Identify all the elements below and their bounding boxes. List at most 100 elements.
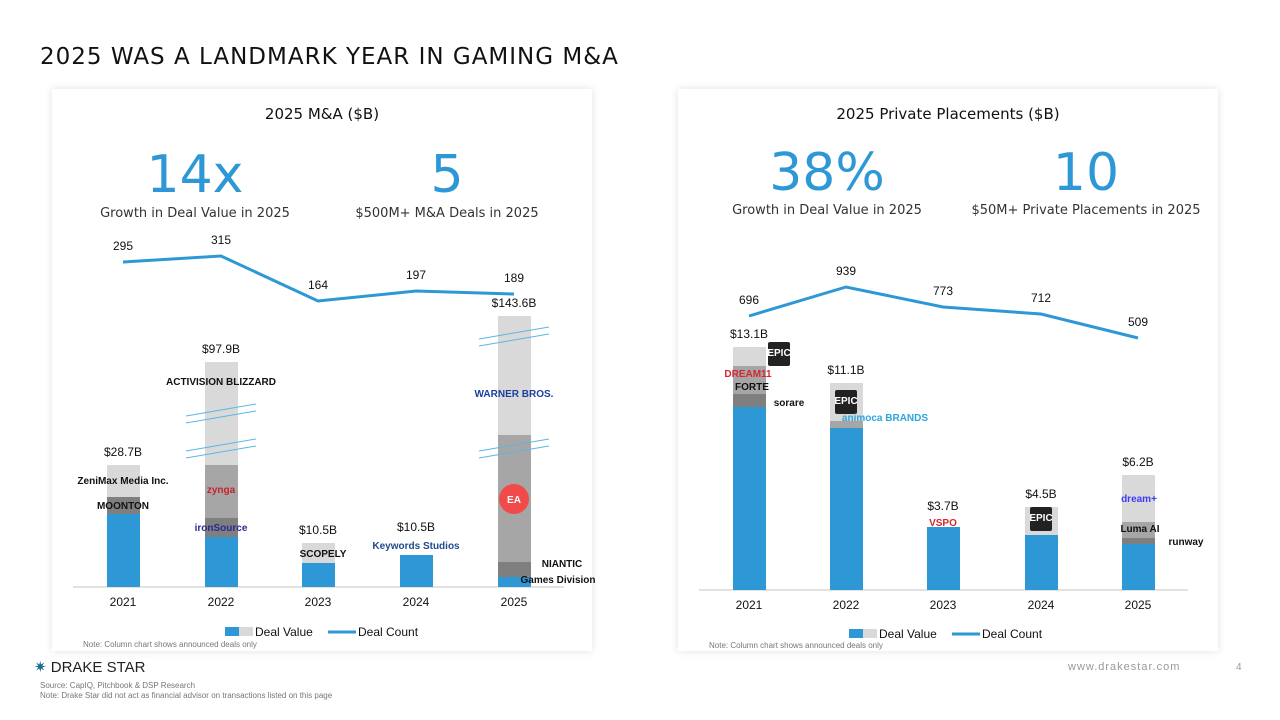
axis-break-mark [478,326,550,340]
legend-label: Deal Count [982,627,1043,641]
deal-count-label: 939 [836,264,856,278]
company-logo: EPIC [1029,513,1052,524]
x-tick-label: 2021 [110,595,137,609]
axis-break-mark [185,410,257,424]
epic-logo-badge [1030,507,1052,531]
x-tick-label: 2022 [208,595,235,609]
bar-segment [830,421,863,428]
legend-label: Deal Value [879,627,937,641]
company-logo: EPIC [767,348,790,359]
chart-note: Note: Column chart shows announced deals… [709,641,883,650]
company-logo: DREAM11 [724,369,772,380]
company-logo: SCOPELY [300,549,347,560]
kpi-value: 5 [430,145,463,205]
company-logo: NIANTIC [542,559,583,570]
company-logo: ironSource [195,523,248,534]
bar-segment [1122,475,1155,522]
axis-break-mark [185,438,257,452]
legend-label: Deal Value [255,625,313,639]
company-logo: Games Division [520,575,595,586]
company-logo: EA [507,495,521,506]
company-logo: WARNER BROS. [475,389,554,400]
bar-value-label: $13.1B [730,327,768,341]
bar-value-label: $28.7B [104,445,142,459]
company-logo: ZeniMax Media Inc. [77,476,168,487]
company-logo: sorare [774,398,805,409]
company-logo: zynga [207,485,236,496]
bar-segment [205,537,238,587]
company-logo: dream+ [1121,494,1157,505]
bar-segment [205,362,238,465]
kpi-label: $500M+ M&A Deals in 2025 [355,206,538,221]
x-tick-label: 2024 [403,595,430,609]
deal-count-line [748,285,1139,340]
axis-break-mark [478,445,550,459]
bar-segment [733,366,766,394]
deal-count-label: 696 [739,293,759,307]
bar-segment [733,407,766,590]
bar-segment [1122,538,1155,544]
bar-segment [107,465,140,497]
bar-segment [205,465,238,518]
deal-count-label: 189 [504,271,524,285]
deal-count-label: 509 [1128,315,1148,329]
x-tick-label: 2022 [833,598,860,612]
bar-value-label: $143.6B [492,296,537,310]
deal-count-line [122,254,515,303]
legend-swatch-value-grey [239,627,253,636]
bar-segment [1122,522,1155,538]
kpi-label: Growth in Deal Value in 2025 [100,206,290,221]
company-logo: Keywords Studios [372,541,460,552]
ea-logo-circle [499,484,529,514]
deal-count-label: 712 [1031,291,1051,305]
epic-logo-badge [835,390,857,414]
bar-value-label: $10.5B [299,523,337,537]
bar-segment [107,497,140,514]
deal-count-label: 197 [406,268,426,282]
bar-value-label: $97.9B [202,342,240,356]
chart-title: 2025 Private Placements ($B) [836,105,1059,123]
source-note: Source: CapIQ, Pitchbook & DSP Research [40,681,196,690]
bar-segment [302,543,335,563]
bar-segment [1122,544,1155,590]
website-link[interactable]: www.drakestar.com [1068,661,1181,673]
brand-logo: ✷ DRAKE STAR [34,658,146,676]
axis-break-mark [478,438,550,452]
company-logo: Luma AI [1120,524,1159,535]
star-icon: ✷ [34,659,47,676]
x-tick-label: 2025 [501,595,528,609]
deal-count-label: 164 [308,278,328,292]
company-logo: runway [1168,537,1203,548]
chart-note: Note: Column chart shows announced deals… [83,640,257,649]
bar-segment [302,563,335,587]
bar-segment [927,527,960,590]
deal-count-label: 295 [113,239,133,253]
company-logo: MOONTON [97,501,149,512]
bar-segment [830,428,863,590]
brand-name: DRAKE STAR [50,659,146,676]
bar-segment [205,518,238,537]
page-title: 2025 WAS A LANDMARK YEAR IN GAMING M&A [40,44,619,70]
company-logo: FORTE [735,382,769,393]
kpi-value: 38% [769,143,885,203]
x-tick-label: 2021 [736,598,763,612]
bar-segment [733,394,766,407]
bar-value-label: $6.2B [1122,455,1153,469]
x-tick-label: 2023 [930,598,957,612]
chart-title: 2025 M&A ($B) [265,105,379,123]
bar-segment [400,555,433,587]
kpi-value: 14x [147,145,244,205]
company-logo: VSPO [929,518,957,529]
kpi-label: Growth in Deal Value in 2025 [732,203,922,218]
page-number: 4 [1236,662,1242,673]
bar-segment [107,514,140,587]
advisor-note: Note: Drake Star did not act as financia… [40,691,333,700]
x-tick-label: 2023 [305,595,332,609]
axis-break-mark [185,445,257,459]
axis-break-mark [185,403,257,417]
company-logo: ACTIVISION BLIZZARD [166,377,276,388]
company-logo: animoca BRANDS [842,413,928,424]
legend-swatch-value [225,627,239,636]
kpi-value: 10 [1053,143,1119,203]
x-tick-label: 2024 [1028,598,1055,612]
